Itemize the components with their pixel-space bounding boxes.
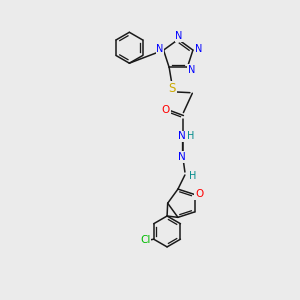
Text: H: H bbox=[189, 171, 196, 181]
Text: S: S bbox=[168, 82, 176, 95]
Text: N: N bbox=[178, 152, 186, 162]
Text: N: N bbox=[178, 131, 186, 141]
Text: N: N bbox=[188, 65, 196, 75]
Text: Cl: Cl bbox=[140, 235, 151, 245]
Text: H: H bbox=[187, 131, 194, 141]
Text: N: N bbox=[156, 44, 164, 54]
Text: N: N bbox=[176, 31, 183, 41]
Text: O: O bbox=[195, 189, 203, 199]
Text: N: N bbox=[195, 44, 202, 54]
Text: O: O bbox=[161, 105, 170, 115]
